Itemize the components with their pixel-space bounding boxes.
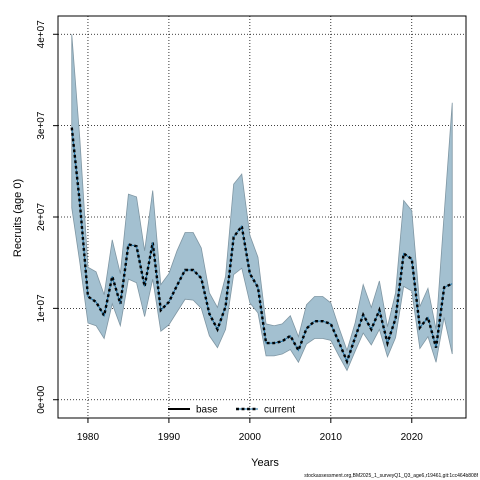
confidence-band-area — [71, 34, 453, 372]
x-tick-label: 1990 — [158, 432, 181, 443]
legend-item-current: current — [236, 405, 295, 416]
footer-source-text: stockassessment.org,BM2025_1_surveyQ1_Q3… — [304, 473, 478, 479]
series-line-current — [70, 127, 453, 365]
y-tick-label: 3e+07 — [36, 111, 47, 140]
x-tick-label: 1980 — [77, 432, 100, 443]
series-line-current-accent — [71, 127, 453, 363]
y-axis-title: Recruits (age 0) — [12, 179, 24, 257]
x-tick-label: 2020 — [401, 432, 424, 443]
x-tick-label: 2010 — [320, 432, 343, 443]
y-tick-label: 4e+07 — [36, 20, 47, 49]
x-axis: 1980 1990 2000 2010 2020 — [77, 417, 424, 443]
legend-label: current — [264, 405, 295, 416]
confidence-band — [71, 34, 453, 372]
y-tick-label: 2e+07 — [36, 203, 47, 232]
x-axis-title: Years — [251, 457, 279, 469]
legend: base current — [168, 405, 295, 416]
x-tick-label: 2000 — [239, 432, 262, 443]
y-tick-label: 1e+07 — [36, 294, 47, 323]
series-lines — [70, 127, 453, 365]
legend-item-base: base — [168, 405, 218, 416]
legend-label: base — [196, 405, 218, 416]
y-axis: 0e+00 1e+07 2e+07 3e+07 4e+07 — [36, 20, 59, 414]
y-tick-label: 0e+00 — [36, 385, 47, 414]
